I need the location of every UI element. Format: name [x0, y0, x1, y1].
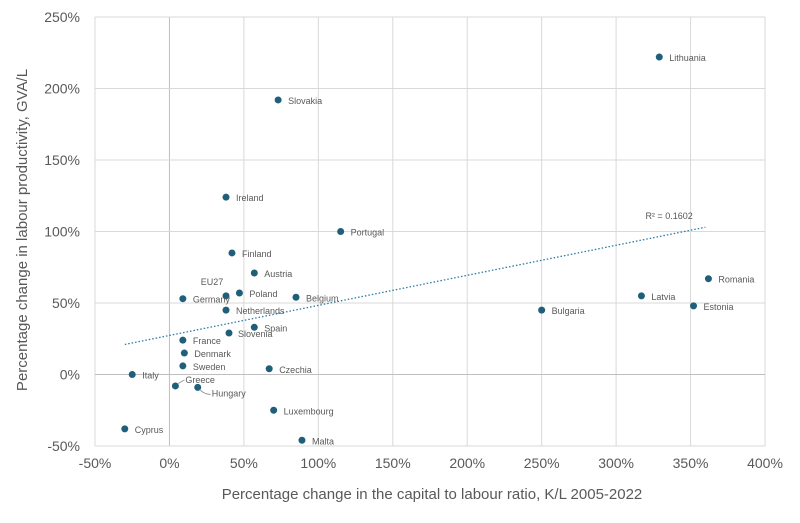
- x-tick-label: 300%: [598, 455, 634, 471]
- data-label: Sweden: [193, 362, 226, 372]
- data-label: Netherlands: [236, 306, 285, 316]
- data-label: Finland: [242, 249, 272, 259]
- data-label: France: [193, 336, 221, 346]
- data-points: Lithuania Slovakia Ireland Portugal Finland A…: [121, 53, 754, 446]
- y-tick-labels: -50% 0% 50% 100% 150% 200% 250%: [44, 9, 80, 454]
- data-label: Estonia: [704, 302, 734, 312]
- data-label: Romania: [718, 275, 754, 285]
- data-point-poland: [235, 289, 243, 297]
- x-tick-label: 0%: [159, 455, 179, 471]
- data-point-italy: [128, 371, 136, 378]
- x-tick-label: 50%: [230, 455, 258, 471]
- y-tick-label: 200%: [44, 81, 80, 97]
- data-point-slovenia: [225, 329, 233, 337]
- leader-line: [177, 379, 185, 385]
- data-label: Luxembourg: [284, 406, 334, 416]
- r-squared-label: R² = 0.1602: [645, 211, 692, 221]
- data-label: Italy: [142, 371, 159, 381]
- data-point-sweden: [179, 362, 187, 370]
- data-point-cyprus: [121, 425, 129, 433]
- data-label: Denmark: [194, 349, 231, 359]
- data-label: Hungary: [212, 388, 247, 398]
- data-label: Poland: [249, 289, 277, 299]
- trendline: [124, 226, 706, 346]
- data-point-romania: [704, 275, 712, 283]
- y-tick-label: 250%: [44, 9, 80, 25]
- data-point-hungary: [194, 383, 202, 391]
- x-tick-label: 150%: [375, 455, 411, 471]
- data-point-austria: [250, 269, 258, 277]
- data-point-france: [179, 336, 187, 344]
- y-tick-label: -50%: [47, 438, 80, 454]
- data-label: Cyprus: [135, 425, 164, 435]
- data-point-lithuania: [655, 53, 663, 61]
- x-tick-label: 200%: [449, 455, 485, 471]
- data-point-luxembourg: [270, 406, 278, 414]
- data-point-denmark: [180, 349, 188, 357]
- data-point-germany: [179, 295, 187, 303]
- data-label: Germany: [193, 295, 231, 305]
- data-label: EU27: [201, 277, 224, 287]
- y-tick-label: 50%: [52, 295, 80, 311]
- data-label: Latvia: [651, 292, 675, 302]
- x-tick-labels: -50% 0% 50% 100% 150% 200% 250% 300% 350% 400%: [79, 455, 783, 471]
- data-point-finland: [228, 249, 236, 257]
- x-tick-label: 100%: [300, 455, 336, 471]
- data-point-slovakia: [274, 96, 282, 104]
- y-axis-title: Percentage change in labour productivity…: [14, 69, 31, 391]
- data-point-belgium: [292, 293, 300, 301]
- data-label: Slovakia: [288, 96, 322, 106]
- data-label: Portugal: [351, 228, 385, 238]
- data-point-estonia: [690, 302, 698, 310]
- data-label: Ireland: [236, 193, 264, 203]
- data-point-czechia: [265, 365, 273, 373]
- x-axis-title: Percentage change in the capital to labo…: [222, 486, 643, 503]
- data-point-latvia: [637, 292, 645, 300]
- data-point-eu27: [222, 292, 230, 300]
- x-tick-label: -50%: [79, 455, 112, 471]
- data-label: Lithuania: [669, 53, 706, 63]
- data-label: Malta: [312, 436, 334, 446]
- data-label: Bulgaria: [552, 306, 585, 316]
- x-tick-label: 400%: [747, 455, 783, 471]
- x-tick-label: 350%: [673, 455, 709, 471]
- data-label: Austria: [264, 269, 292, 279]
- data-point-bulgaria: [538, 306, 546, 314]
- data-point-netherlands: [222, 306, 230, 314]
- data-point-ireland: [222, 193, 230, 201]
- data-label: Spain: [264, 323, 287, 333]
- data-point-greece: [171, 382, 179, 390]
- data-label: Greece: [185, 375, 215, 385]
- x-tick-label: 250%: [524, 455, 560, 471]
- data-point-spain: [250, 323, 258, 331]
- y-tick-label: 0%: [60, 367, 80, 383]
- leader-line: [199, 389, 211, 395]
- data-point-portugal: [337, 228, 345, 235]
- gridlines: [94, 16, 766, 447]
- y-tick-label: 100%: [44, 224, 80, 240]
- data-label: Belgium: [306, 293, 339, 303]
- data-label: Czechia: [279, 365, 312, 375]
- data-point-malta: [298, 436, 306, 444]
- y-tick-label: 150%: [44, 152, 80, 168]
- data-label: Slovenia: [238, 329, 273, 339]
